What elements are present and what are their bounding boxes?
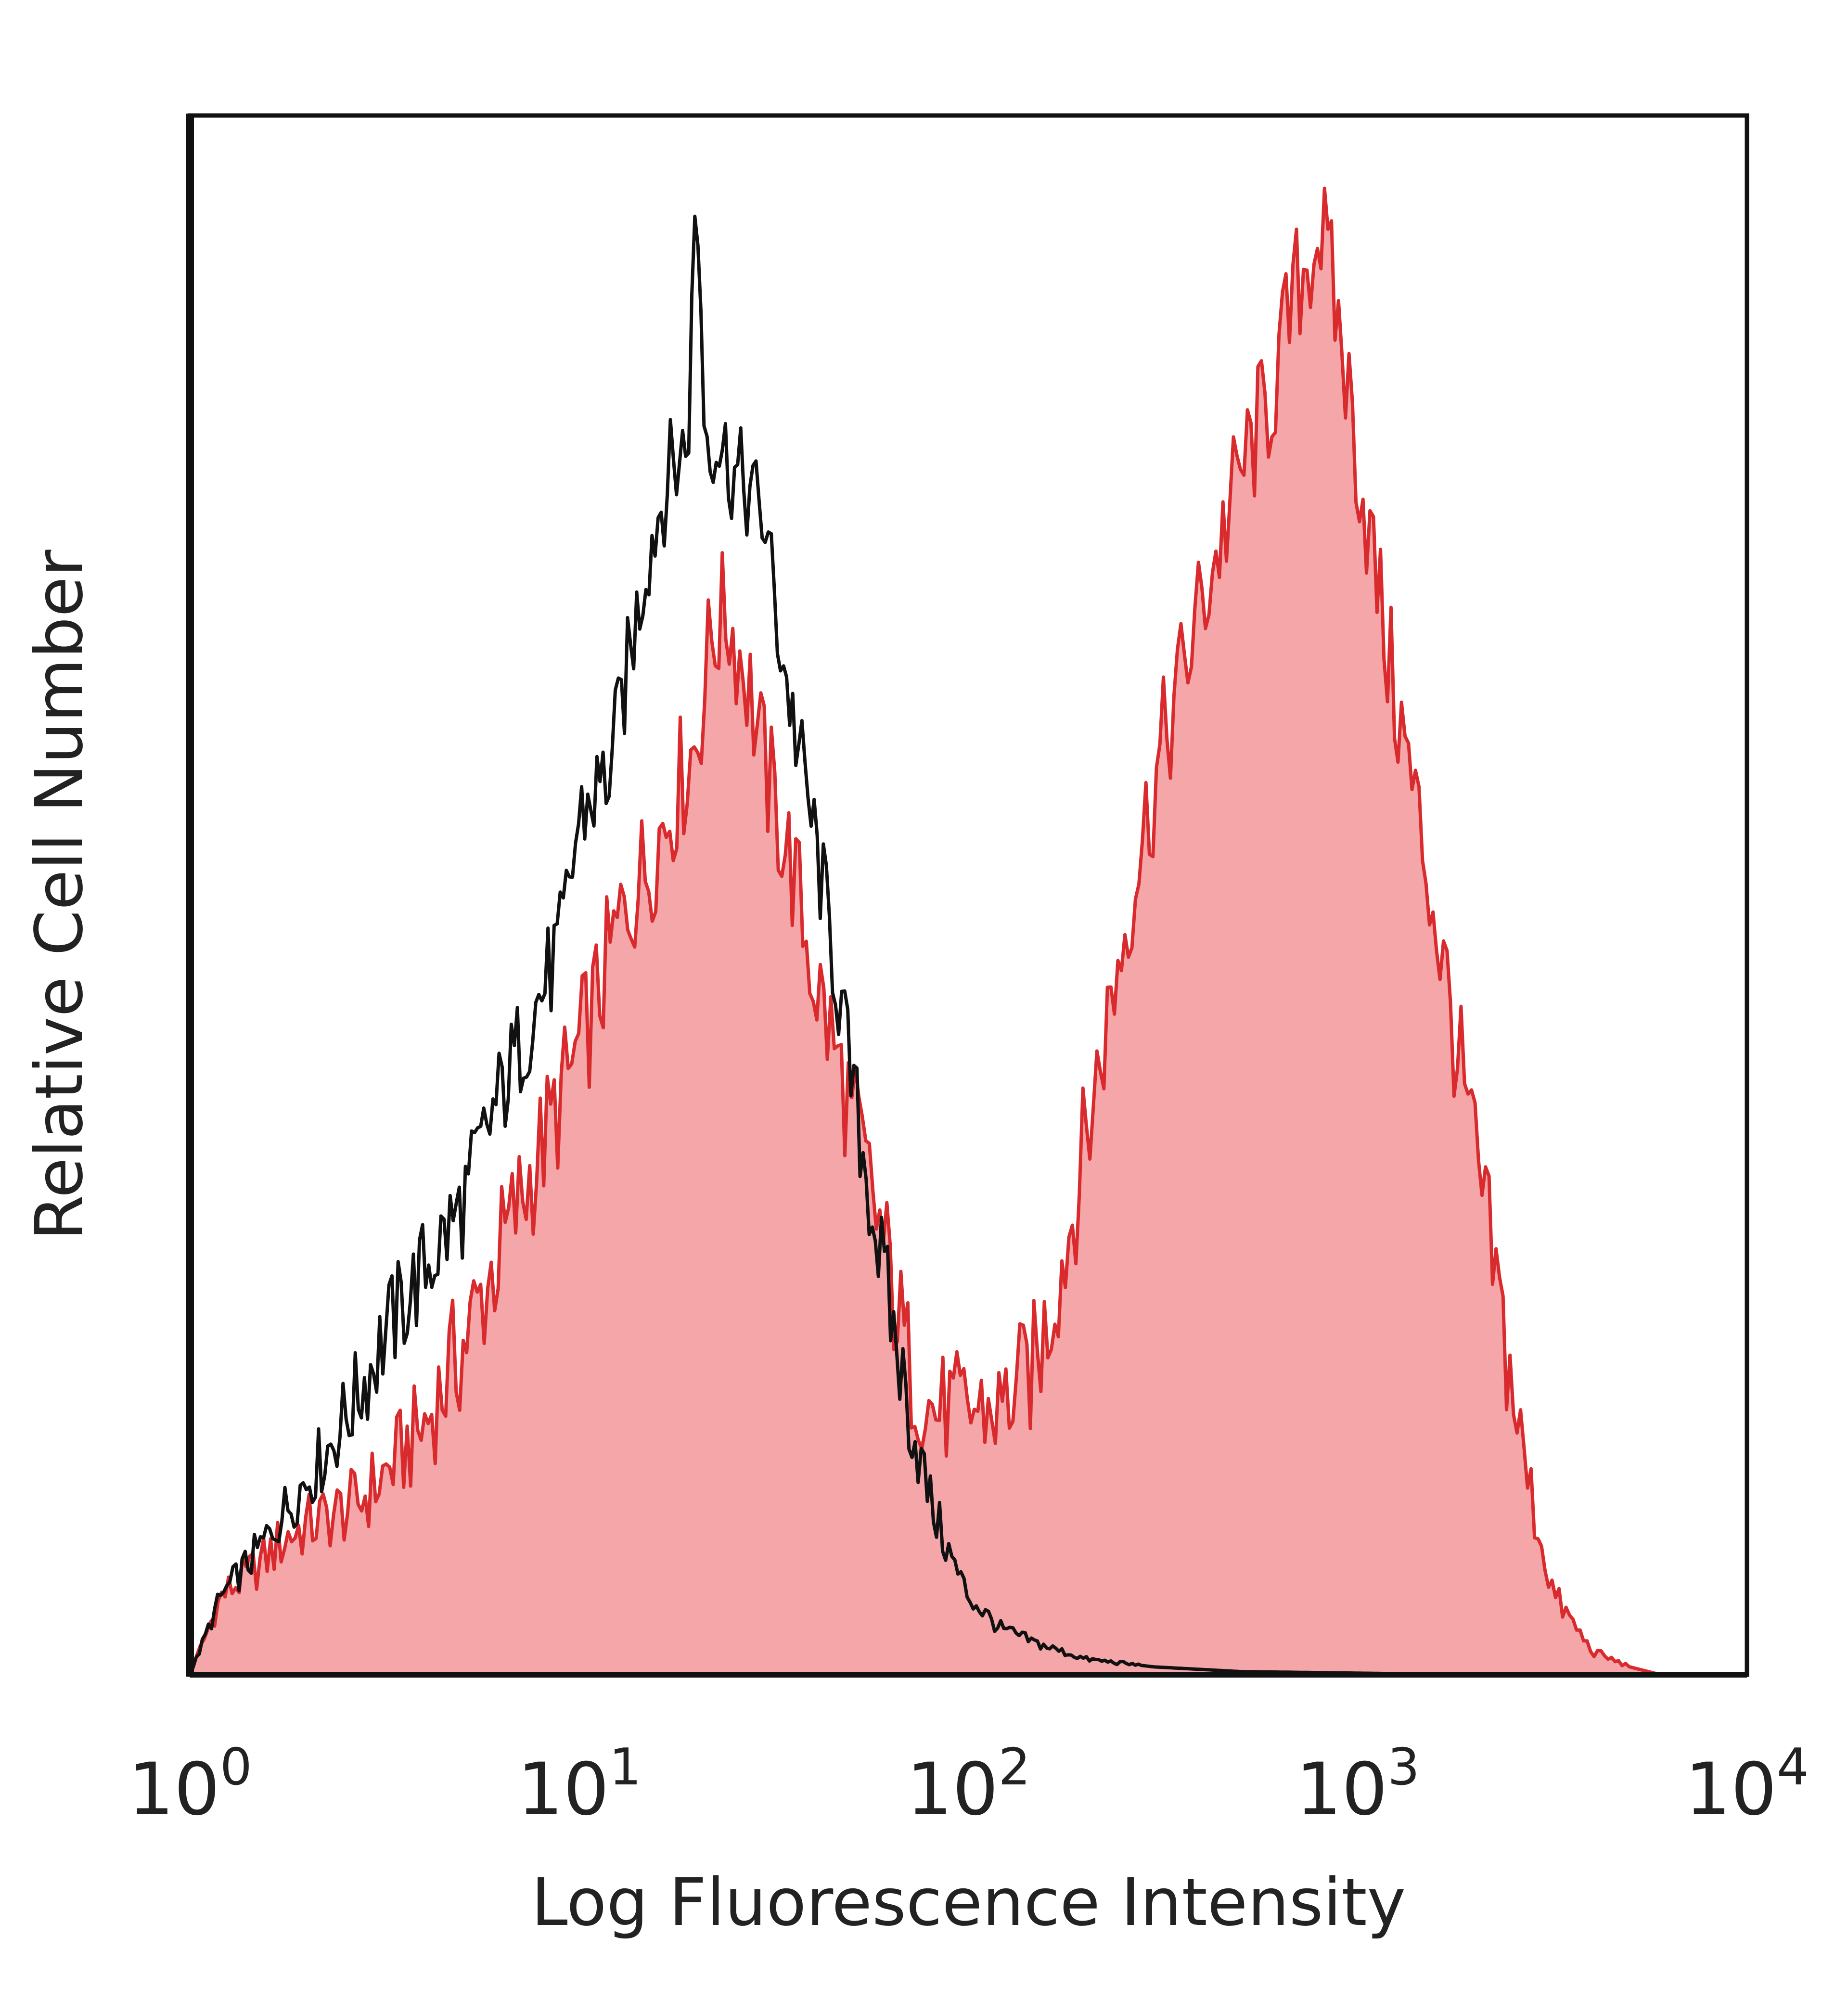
x-tick-label: 103 xyxy=(1296,1738,1420,1832)
x-tick-label: 101 xyxy=(517,1738,642,1832)
x-tick-label: 100 xyxy=(128,1738,252,1832)
series-layer xyxy=(188,186,1661,1677)
filled-histogram-edge xyxy=(188,186,1661,1677)
y-axis-label: Relative Cell Number xyxy=(22,550,98,1241)
x-tick-label: 102 xyxy=(907,1738,1031,1832)
x-tick-label: 104 xyxy=(1685,1738,1809,1832)
filled-histogram-area xyxy=(190,188,1661,1675)
x-axis-label: Log Fluorescence Intensity xyxy=(531,1865,1406,1941)
x-tick-labels: 100 101 102 103 104 xyxy=(128,1738,1809,1832)
